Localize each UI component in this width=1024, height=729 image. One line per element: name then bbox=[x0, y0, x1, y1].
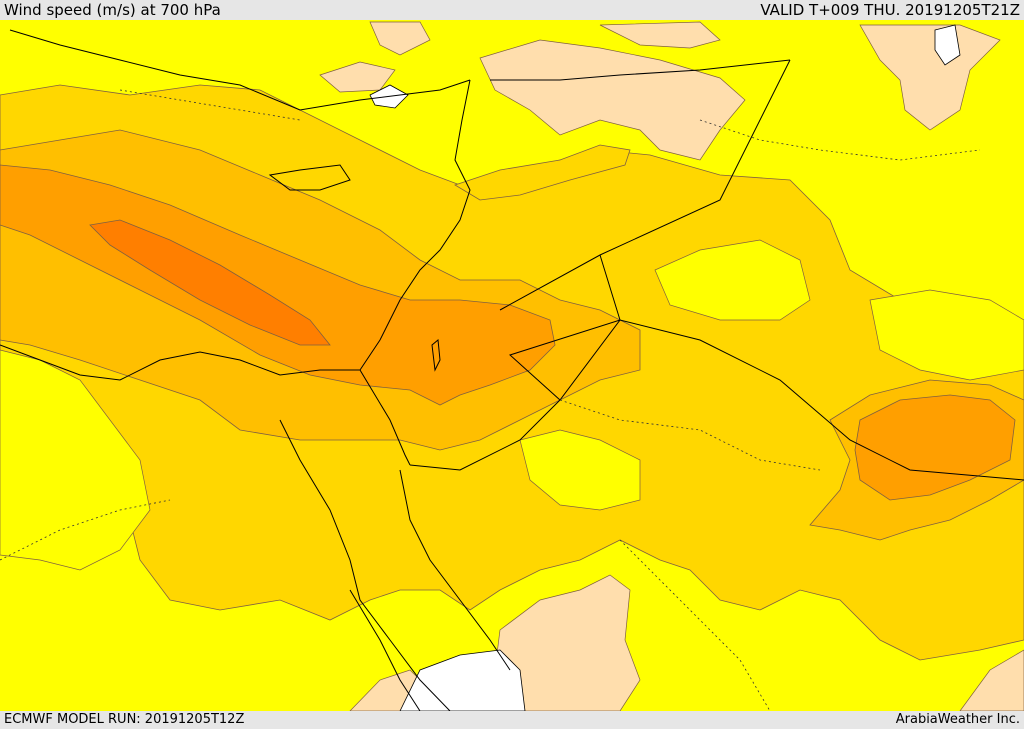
province-boundaries bbox=[0, 89, 981, 711]
calm-area-anatolia bbox=[319, 61, 396, 93]
province-line-2 bbox=[559, 399, 821, 471]
coast-north-africa bbox=[0, 344, 360, 381]
band-4-areas bbox=[0, 164, 1016, 501]
border-saudi bbox=[409, 399, 561, 471]
band-5-core bbox=[89, 219, 331, 346]
band-4-east bbox=[854, 394, 1016, 501]
calm-area-turkey bbox=[599, 21, 721, 49]
border-egypt bbox=[359, 369, 411, 466]
calm-areas bbox=[319, 21, 1024, 711]
no-data-caucasus bbox=[934, 24, 961, 66]
border-syria bbox=[490, 59, 791, 81]
pocket-arabia bbox=[519, 429, 641, 511]
province-line-5 bbox=[119, 89, 301, 121]
low-wind-pockets bbox=[0, 239, 1024, 571]
valid-time: VALID T+009 THU. 20191205T21Z bbox=[760, 1, 1020, 19]
header-bar: Wind speed (m/s) at 700 hPa VALID T+009 … bbox=[0, 0, 1024, 20]
border-jordan bbox=[499, 59, 791, 311]
pocket-egypt bbox=[0, 349, 151, 571]
dead-sea bbox=[431, 339, 441, 372]
borders-and-coasts bbox=[0, 29, 1024, 711]
band-5-areas bbox=[89, 219, 331, 346]
border-iraq bbox=[509, 254, 1024, 481]
credit: ArabiaWeather Inc. bbox=[895, 712, 1020, 727]
calm-area-southeast bbox=[959, 649, 1024, 711]
model-run: ECMWF MODEL RUN: 20191205T12Z bbox=[4, 712, 245, 727]
no-data-sudan bbox=[399, 649, 526, 711]
coast-red-sea-west bbox=[279, 419, 451, 711]
province-line-4 bbox=[699, 119, 981, 161]
pocket-iraq bbox=[654, 239, 811, 321]
band-2-syria bbox=[454, 144, 631, 201]
pocket-iran bbox=[869, 289, 1024, 381]
coast-anatolia bbox=[9, 29, 471, 111]
coast-red-sea-east bbox=[399, 469, 511, 671]
coast-levant bbox=[359, 79, 471, 371]
footer-bar: ECMWF MODEL RUN: 20191205T12Z ArabiaWeat… bbox=[0, 711, 1024, 729]
wind-speed-map[interactable] bbox=[0, 20, 1024, 711]
map-title: Wind speed (m/s) at 700 hPa bbox=[4, 1, 221, 19]
calm-area-north bbox=[369, 21, 431, 56]
border-sudan bbox=[349, 589, 421, 711]
cyprus bbox=[268, 164, 351, 191]
calm-area-syria bbox=[479, 39, 746, 161]
calm-area-northeast bbox=[859, 24, 1001, 131]
province-line-1 bbox=[0, 499, 171, 561]
no-data-areas bbox=[369, 24, 961, 711]
band-4-jet bbox=[0, 164, 556, 406]
